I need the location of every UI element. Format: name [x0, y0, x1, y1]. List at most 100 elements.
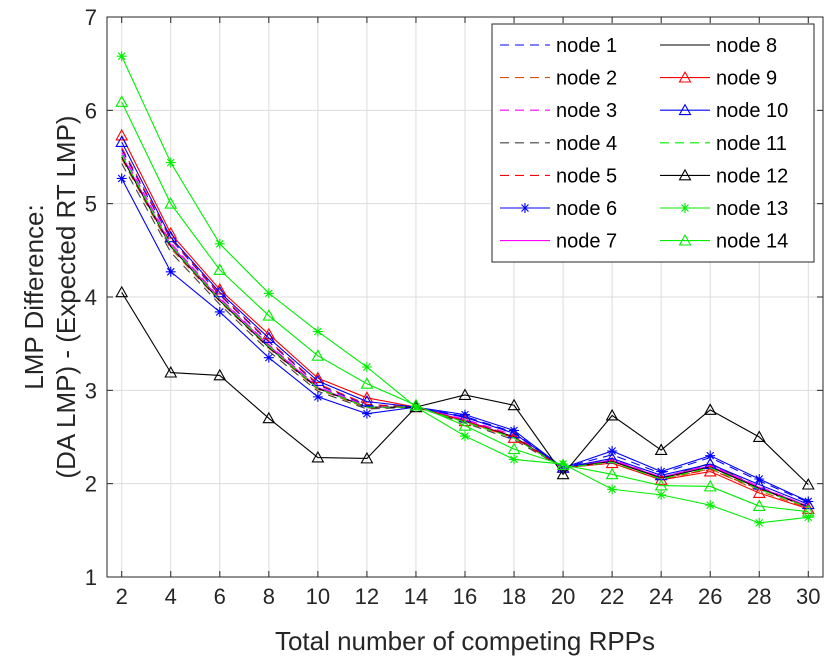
- x-tick-label: 22: [600, 584, 624, 609]
- data-point-node-14: [409, 398, 423, 411]
- data-point-node-10: [458, 410, 472, 423]
- series-node-12: [115, 285, 815, 490]
- data-point-node-10: [605, 451, 619, 464]
- series-line-node-1: [121, 149, 809, 503]
- data-point-node-12: [458, 388, 472, 400]
- data-point-node-10: [115, 135, 129, 148]
- legend-marker-node-10: [678, 103, 692, 116]
- data-point-node-13: [460, 431, 470, 442]
- data-point-node-6: [803, 496, 814, 507]
- series-node-5: [121, 147, 809, 508]
- series-line-node-5: [121, 147, 809, 508]
- x-tick-label: 14: [404, 584, 428, 609]
- data-point-node-10: [311, 374, 325, 386]
- data-point-node-13: [509, 454, 520, 465]
- x-tick-label: 12: [355, 584, 379, 609]
- x-tick-label: 2: [116, 584, 128, 609]
- data-point-node-12: [115, 285, 129, 298]
- legend-item-node-11: node 11: [660, 133, 787, 155]
- data-point-node-10: [213, 285, 227, 298]
- legend-item-node-4: node 4: [500, 133, 617, 155]
- data-point-node-14: [458, 419, 472, 431]
- legend-marker-node-9: [678, 70, 692, 83]
- data-point-node-12: [360, 451, 374, 464]
- data-point-node-9: [311, 371, 325, 384]
- data-point-node-14: [507, 442, 521, 455]
- data-point-node-14: [605, 467, 619, 480]
- legend-marker-node-12: [678, 168, 692, 181]
- data-point-node-14: [164, 197, 178, 209]
- y-tick-label: 7: [85, 5, 97, 30]
- x-tick-label: 4: [165, 584, 177, 609]
- legend-item-node-12: node 12: [660, 165, 788, 187]
- data-point-node-13: [116, 51, 127, 62]
- legend-label-node-11: node 11: [716, 133, 787, 155]
- data-point-node-13: [705, 500, 716, 511]
- data-point-node-14: [360, 377, 374, 389]
- legend-label-node-5: node 5: [556, 165, 617, 187]
- legend-label-node-1: node 1: [556, 35, 617, 57]
- x-tick-label: 16: [453, 584, 477, 609]
- series-node-13: [116, 51, 814, 528]
- series-layer: [115, 51, 815, 528]
- y-axis-label-line-1: LMP Difference:: [19, 204, 49, 389]
- legend-item-node-3: node 3: [500, 100, 617, 122]
- data-point-node-6: [705, 450, 716, 461]
- data-point-node-6: [312, 391, 323, 402]
- x-tick-label: 18: [502, 584, 526, 609]
- data-point-node-10: [703, 457, 717, 470]
- data-point-node-14: [213, 263, 227, 275]
- legend-item-node-8: node 8: [660, 35, 777, 57]
- legend-label-node-4: node 4: [556, 133, 617, 155]
- data-point-node-12: [752, 430, 766, 442]
- y-tick-label: 6: [85, 98, 97, 123]
- legend-item-node-1: node 1: [500, 35, 617, 57]
- x-tick-label: 24: [649, 584, 673, 609]
- data-point-node-13: [214, 238, 225, 249]
- data-point-node-10: [164, 230, 178, 243]
- legend-label-node-10: node 10: [716, 100, 788, 122]
- data-point-node-12: [605, 408, 619, 421]
- data-point-node-12: [703, 403, 717, 415]
- y-tick-label: 4: [85, 285, 97, 310]
- legend-marker-node-13: [680, 203, 690, 213]
- x-tick-label: 30: [796, 584, 820, 609]
- data-point-node-6: [214, 306, 225, 317]
- x-tick-label: 6: [214, 584, 226, 609]
- series-node-4: [121, 163, 809, 508]
- data-point-node-9: [703, 464, 717, 477]
- legend-item-node-2: node 2: [500, 68, 617, 90]
- data-point-node-14: [262, 309, 276, 321]
- x-tick-label: 10: [306, 584, 330, 609]
- data-point-node-14: [703, 479, 717, 492]
- legend-label-node-7: node 7: [556, 231, 617, 253]
- legend-marker-node-14: [678, 233, 692, 246]
- series-line-node-3: [121, 152, 809, 507]
- legend-label-node-8: node 8: [716, 35, 777, 57]
- y-tick-label: 3: [85, 378, 97, 403]
- legend-item-node-5: node 5: [500, 165, 617, 187]
- data-point-node-13: [361, 362, 372, 372]
- data-point-node-10: [360, 394, 374, 407]
- data-point-node-12: [556, 467, 570, 480]
- data-point-node-6: [361, 408, 372, 419]
- data-point-node-6: [509, 425, 520, 436]
- data-point-node-13: [165, 157, 176, 168]
- data-point-node-13: [803, 512, 814, 523]
- legend-marker-node-6: [520, 203, 530, 213]
- x-tick-label: 8: [263, 584, 275, 609]
- series-node-3: [121, 152, 809, 507]
- data-point-node-14: [801, 505, 815, 517]
- legend-item-node-6: node 6: [500, 198, 617, 220]
- data-point-node-14: [752, 499, 766, 512]
- data-point-node-13: [656, 489, 667, 500]
- data-point-node-6: [263, 352, 274, 363]
- data-point-node-12: [654, 443, 668, 456]
- series-node-14: [115, 95, 815, 517]
- data-point-node-10: [262, 331, 276, 344]
- data-point-node-14: [654, 478, 668, 491]
- y-tick-label: 1: [85, 565, 97, 590]
- data-point-node-12: [164, 365, 178, 378]
- data-point-node-13: [410, 402, 421, 413]
- series-line-node-10: [121, 141, 809, 505]
